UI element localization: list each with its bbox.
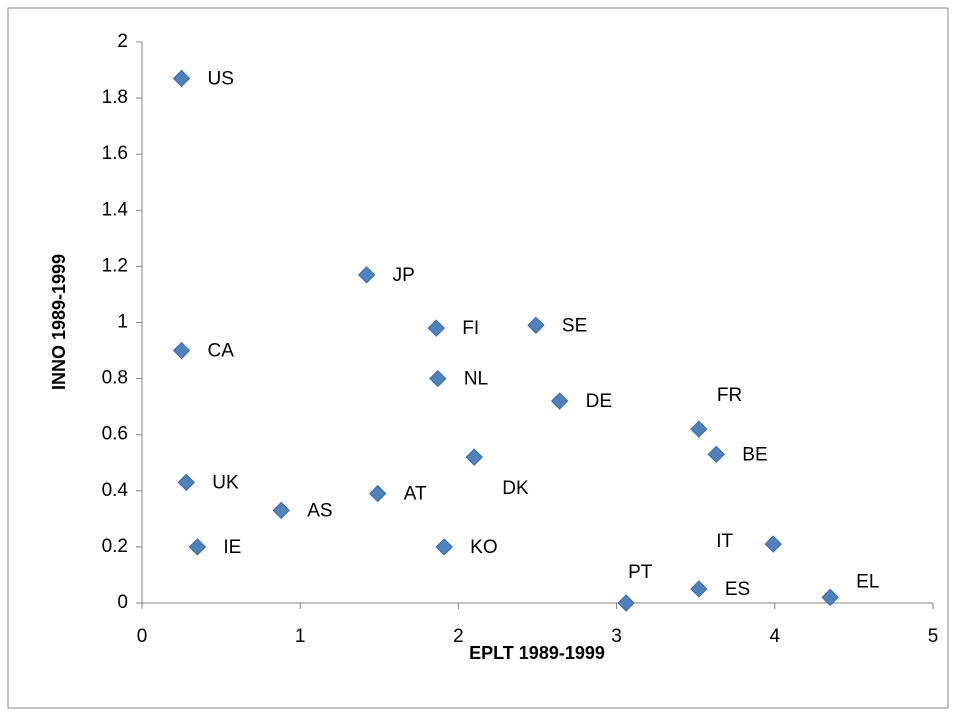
point: [427, 319, 445, 337]
point: [690, 580, 708, 598]
point: [369, 484, 387, 503]
point: [357, 266, 376, 284]
x-tick-label: 4: [770, 626, 781, 647]
point: [821, 588, 839, 607]
point: [690, 420, 708, 438]
x-tick-label: 2: [453, 626, 464, 647]
chart-frame: [7, 7, 949, 709]
point-label: JP: [393, 265, 415, 286]
x-tick-label: 3: [611, 626, 622, 647]
point: [429, 369, 447, 388]
y-tick-label: 1.4: [102, 199, 129, 220]
point-label: IE: [223, 537, 241, 558]
point: [172, 341, 191, 360]
point: [188, 538, 207, 556]
x-tick-label: 1: [295, 626, 306, 647]
y-tick-label: 1.6: [102, 143, 128, 164]
point: [764, 535, 782, 553]
point-label: ES: [725, 579, 750, 600]
point-label: EL: [856, 571, 879, 592]
y-tick-label: 1.2: [102, 255, 128, 276]
y-tick-label: 1.8: [102, 87, 128, 108]
point-label: DE: [586, 391, 612, 412]
x-tick-label: 0: [137, 626, 148, 647]
point-label: FI: [462, 318, 479, 339]
x-tick-label: 5: [928, 626, 939, 647]
point: [435, 538, 453, 556]
y-tick-label: 0.6: [102, 424, 128, 445]
point: [617, 594, 635, 612]
point-label: IT: [716, 531, 733, 552]
point-label: NL: [464, 369, 488, 390]
point-label: BE: [742, 444, 767, 465]
point-label: AS: [307, 500, 332, 521]
point-label: UK: [212, 472, 239, 493]
point-label: PT: [628, 562, 653, 583]
point: [550, 392, 569, 410]
point-label: SE: [562, 315, 587, 336]
y-tick-label: 1: [117, 312, 128, 333]
y-axis-title: INNO 1989-1999: [49, 254, 69, 390]
x-axis-title: EPLT 1989-1999: [469, 643, 605, 663]
point-label: KO: [470, 537, 497, 558]
point-label: DK: [502, 478, 529, 499]
y-tick-label: 0.8: [102, 368, 128, 389]
y-tick-label: 0.4: [102, 480, 129, 501]
y-tick-label: 2: [117, 31, 128, 52]
point: [527, 316, 545, 335]
point-label: FR: [717, 385, 742, 406]
point: [172, 69, 191, 88]
point-label: CA: [208, 341, 235, 362]
point: [707, 445, 725, 464]
point: [272, 501, 290, 520]
point-label: US: [208, 68, 234, 89]
y-tick-label: 0.2: [102, 536, 128, 557]
point: [177, 473, 196, 492]
point-label: AT: [404, 484, 427, 505]
y-tick-label: 0: [117, 592, 128, 613]
point: [465, 448, 483, 466]
